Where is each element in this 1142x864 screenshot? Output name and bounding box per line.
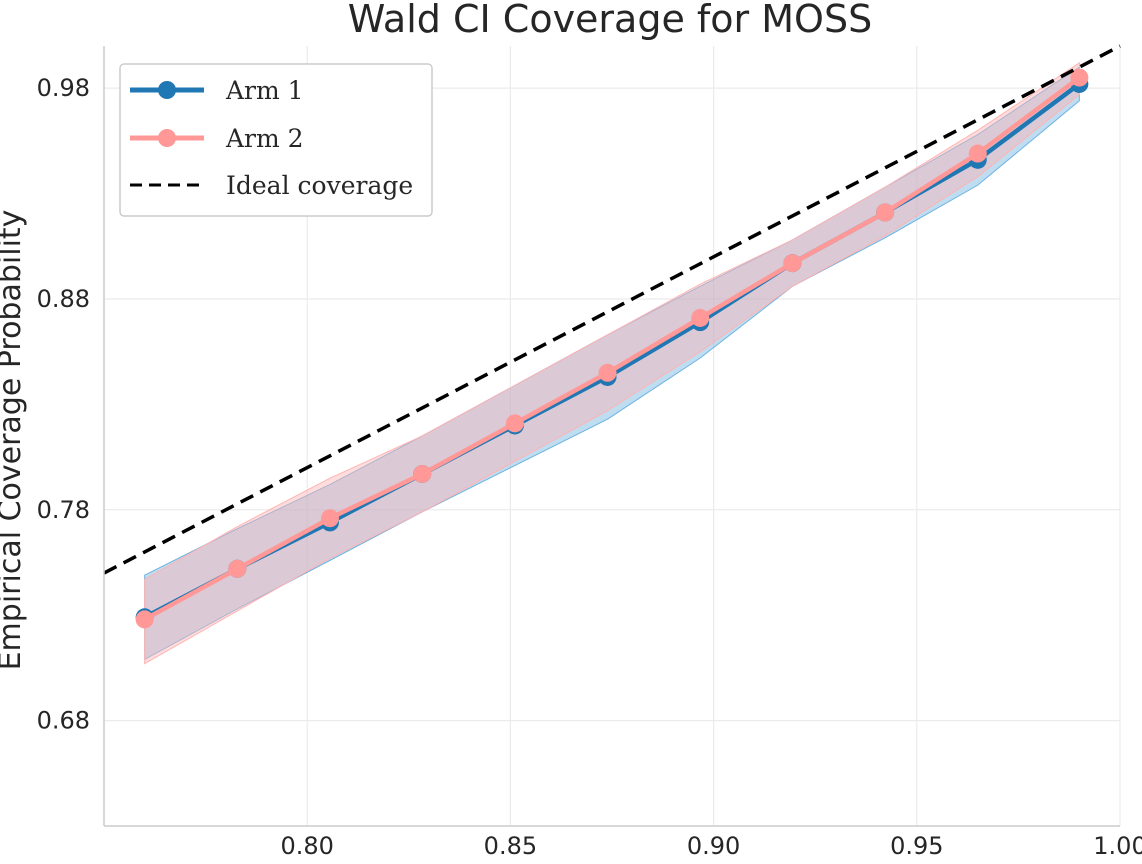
x-tick-label: 0.95: [890, 832, 943, 860]
y-tick-label: 0.68: [37, 707, 90, 735]
x-tick-label: 0.80: [280, 832, 333, 860]
tick-labels: 0.80 0.85 0.90 0.95 1.00 0.68 0.78 0.88 0.98: [37, 74, 1142, 860]
x-tick-label: 0.85: [484, 832, 537, 860]
data-point-arm-2: [1070, 68, 1089, 87]
data-point-arm-2: [783, 254, 802, 273]
data-point-arm-2: [135, 610, 154, 629]
legend-box: [119, 63, 433, 217]
ci-band-2: [144, 61, 1080, 665]
data-point-arm-2: [505, 414, 524, 433]
legend-marker-arm-1: [158, 81, 176, 99]
legend: Arm 1 Arm 2 Ideal coverage: [119, 63, 433, 217]
legend-marker-arm-2: [158, 129, 176, 147]
data-point-arm-2: [228, 559, 247, 578]
legend-label-arm-2: Arm 2: [225, 124, 304, 153]
chart-title: Wald CI Coverage for MOSS: [348, 0, 872, 41]
data-point-arm-2: [876, 203, 895, 222]
legend-label-ideal: Ideal coverage: [226, 171, 413, 200]
data-point-arm-2: [413, 464, 432, 483]
data-point-arm-2: [968, 144, 987, 163]
y-tick-label: 0.78: [37, 496, 90, 524]
y-axis-label: Empirical Coverage Probability: [0, 210, 28, 671]
data-point-arm-2: [598, 363, 617, 382]
confidence-bands: [144, 61, 1080, 665]
series-lines: [103, 44, 1121, 629]
grid: [104, 46, 1121, 826]
x-tick-label: 0.90: [687, 832, 740, 860]
axes: [103, 46, 1120, 827]
data-point-arm-2: [320, 509, 339, 528]
y-tick-label: 0.88: [37, 285, 90, 313]
y-tick-label: 0.98: [37, 74, 90, 102]
data-point-arm-2: [691, 308, 710, 327]
x-tick-label: 1.00: [1093, 832, 1142, 860]
legend-label-arm-1: Arm 1: [225, 76, 304, 105]
ideal-coverage-line: [103, 44, 1121, 575]
